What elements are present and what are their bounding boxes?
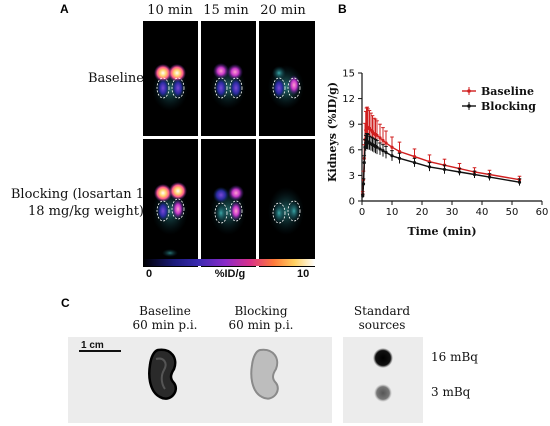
data-point [427,165,432,169]
colorbar-max: 10 [297,268,310,280]
pet-blocking-20min [259,139,315,267]
chart-legend: Baseline Blocking [462,85,536,113]
pet-image-grid [143,21,315,267]
data-point [384,141,388,145]
data-point [517,180,522,184]
x-tick-label: 50 [506,207,519,218]
y-tick-label: 12 [342,94,355,105]
data-point [412,161,417,165]
time-label-10: 10 min [147,3,193,18]
data-point [390,145,394,149]
colorbar-unit: %ID/g [214,268,246,280]
data-point [378,136,382,140]
pet-baseline-10min [143,21,198,136]
x-tick-label: 40 [476,207,489,218]
legend-swatch-dot [467,104,471,108]
x-tick-label: 0 [359,207,365,218]
row-label-blocking: Blocking (losartan 1 18 mg/kg weight) [1,186,144,220]
source-16-dot [373,348,393,368]
chart-series [360,106,522,198]
colorbar [143,259,315,266]
kidney-uptake-chart: 0 10 20 30 40 50 60 0 3 6 9 12 15 Baseline Blocking K… [326,69,549,239]
time-label-20: 20 min [260,3,306,18]
data-point [457,170,462,174]
autoradiography-images [79,348,393,402]
pet-baseline-15min [201,21,256,136]
source-3-dot [374,384,392,402]
data-point [487,175,492,179]
y-tick-label: 15 [342,69,355,80]
legend-label: Blocking [481,100,536,113]
data-point [397,156,402,160]
c-label-blocking: Blocking 60 min p.i. [221,304,301,332]
source-16-label: 16 mBq [431,350,478,364]
data-point [381,149,385,153]
data-point [362,161,366,165]
colorbar-min: 0 [146,268,153,280]
legend-swatch-dot [467,89,471,93]
data-point [397,149,402,154]
c-label-blocking-line-2: 60 min p.i. [228,318,294,332]
x-axis-label: Time (min) [407,225,476,238]
panel-a-letter: A [60,2,69,16]
c-label-standard-line-1: Standard [353,304,411,318]
y-tick-label: 0 [349,197,355,208]
data-point [381,138,385,143]
legend-label: Baseline [481,85,534,98]
y-tick-label: 6 [349,145,355,156]
data-point [361,194,365,198]
c-label-standard-line-2: sources [358,318,406,332]
data-point [361,182,366,186]
series-blocking [360,133,522,198]
x-tick-label: 10 [386,207,399,218]
data-point [375,133,379,137]
c-label-baseline-line-2: 60 min p.i. [132,318,198,332]
c-label-baseline-line-1: Baseline [139,304,191,318]
c-label-blocking-line-1: Blocking [234,304,288,318]
row-label-baseline-line: Baseline [87,71,144,86]
x-tick-label: 20 [416,207,429,218]
row-label-blocking-line-1: Blocking (losartan 1 [10,187,144,202]
source-3-label: 3 mBq [431,385,471,399]
pet-blocking-10min [143,139,198,267]
y-tick-label: 9 [349,120,355,131]
data-point [364,128,368,132]
data-point [472,172,477,177]
pet-baseline-20min [259,21,315,136]
data-point [442,167,447,172]
data-point [384,150,388,154]
data-point [390,154,394,158]
data-point [363,145,367,149]
time-label-15: 15 min [203,3,249,18]
x-tick-label: 30 [446,207,459,218]
x-tick-label: 60 [536,207,549,218]
blocking-kidney [250,348,279,400]
scale-bar-label: 1 cm [81,340,104,351]
row-label-baseline: Baseline [84,70,144,87]
panel-b-letter: B [338,2,347,16]
panel-c-letter: C [61,296,70,310]
data-point [375,145,379,149]
y-tick-label: 3 [349,171,355,182]
data-point [378,147,382,151]
c-label-standard: Standard sources [342,304,422,332]
data-point [412,155,417,159]
pet-blocking-15min [201,139,256,267]
y-axis-label: Kidneys (%ID/g) [326,82,339,182]
c-label-baseline: Baseline 60 min p.i. [125,304,205,332]
row-label-blocking-line-2: 18 mg/kg weight) [27,204,144,219]
